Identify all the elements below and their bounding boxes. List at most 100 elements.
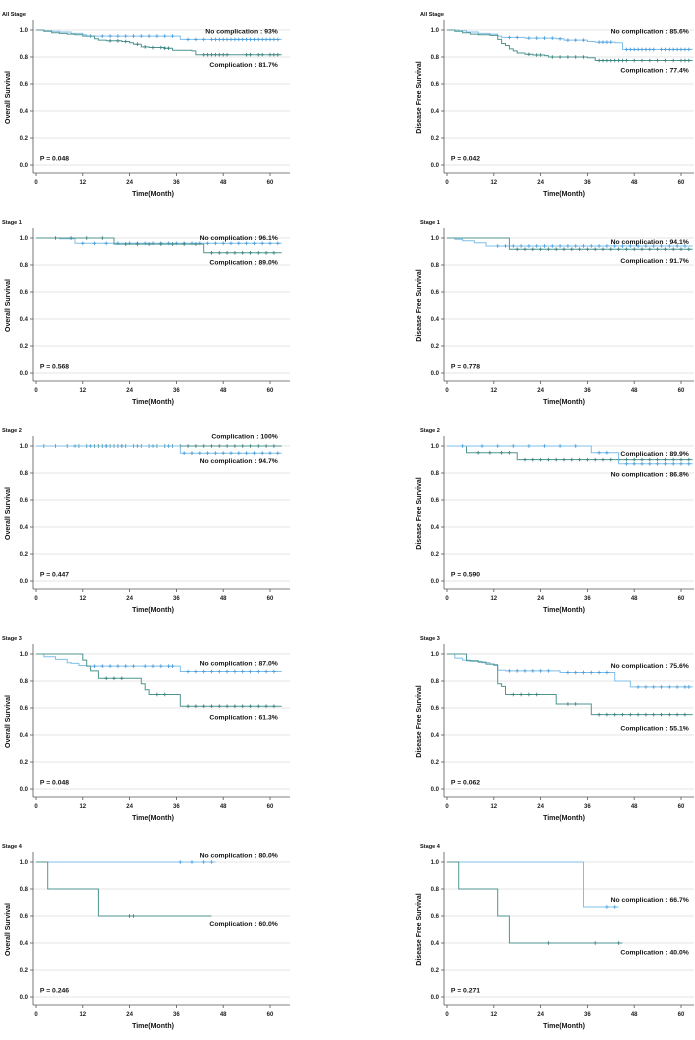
y-axis-label: Disease Free Survival (416, 61, 423, 133)
gridlines (33, 29, 290, 166)
y-tick-label: 0.2 (431, 760, 440, 766)
axes (443, 228, 694, 382)
annotation-no_complication: No complication : 87.0% (200, 660, 278, 667)
x-tick-label: 36 (584, 596, 591, 602)
censor-marks-no_complication (507, 35, 691, 52)
x-tick-label: 36 (584, 1012, 591, 1018)
y-axis-label: Overall Survival (5, 695, 12, 748)
curve-no_complication (36, 445, 282, 454)
x-axis: 0 12 24 36 48 60 (34, 797, 274, 810)
p-value-label: P = 0.062 (451, 779, 480, 786)
y-tick-label: 0.0 (431, 787, 440, 793)
annotation-no_complication: No complication : 94.1% (611, 239, 689, 246)
y-axis-label: Overall Survival (5, 71, 12, 124)
annotation-complication: Complication : 60.0% (209, 921, 277, 928)
censor-marks-no_complication (460, 444, 691, 466)
p-value-label: P = 0.048 (40, 779, 69, 786)
y-tick-label: 0.8 (20, 887, 29, 893)
x-tick-label: 48 (631, 180, 638, 186)
annotation-complication: Complication : 81.7% (209, 62, 277, 69)
y-tick-label: 1.0 (431, 28, 440, 34)
panel-title: All Stage (420, 12, 444, 18)
y-tick-label: 0.6 (20, 82, 29, 88)
x-tick-label: 60 (267, 180, 274, 186)
annotation-no_complication: No complication : 93% (205, 28, 278, 35)
y-axis: 0.0 0.2 0.4 0.6 0.8 1.0 (20, 652, 33, 793)
curve-no_complication (447, 653, 693, 688)
annotation-no_complication: No complication : 85.6% (611, 28, 689, 35)
x-tick-label: 24 (537, 388, 544, 394)
censor-marks-no_complication (73, 444, 280, 455)
x-axis: 0 12 24 36 48 60 (34, 173, 274, 186)
annotation-complication: Complication : 40.0% (620, 949, 688, 956)
axes (32, 644, 290, 798)
x-tick-label: 12 (79, 1012, 86, 1018)
annotation-complication: Complication : 55.1% (620, 725, 688, 732)
y-tick-label: 1.0 (20, 860, 29, 866)
censor-marks-complication (476, 450, 691, 462)
curve-no_complication (447, 445, 693, 465)
x-tick-label: 48 (220, 1012, 227, 1018)
x-tick-label: 48 (220, 388, 227, 394)
x-tick-label: 36 (173, 388, 180, 394)
x-tick-label: 48 (631, 804, 638, 810)
x-tick-label: 0 (445, 180, 449, 186)
km-panel-all-stage-disease-free-survival: 0.0 0.2 0.4 0.6 0.8 1.0 0 12 24 36 48 60 All Stage Di… (416, 12, 694, 198)
p-value-label: P = 0.590 (451, 571, 480, 578)
km-panel-stage-3-disease-free-survival: 0.0 0.2 0.4 0.6 0.8 1.0 0 12 24 36 48 60 Stage 3 Dise… (416, 636, 694, 822)
km-panel-cell-stage-1-overall-survival: 0.0 0.2 0.4 0.6 0.8 1.0 0 12 24 36 48 60 Stage 1 Over… (0, 208, 347, 416)
panel-title: Stage 1 (420, 220, 440, 226)
x-axis: 0 12 24 36 48 60 (34, 1005, 274, 1018)
censor-marks-complication (527, 52, 691, 63)
annotation-complication: Complication : 91.7% (620, 258, 688, 265)
y-tick-label: 0.6 (20, 290, 29, 296)
y-tick-label: 0.8 (431, 471, 440, 477)
curve-no_complication (447, 29, 693, 50)
annotation-no_complication: No complication : 86.8% (611, 471, 689, 478)
y-tick-label: 1.0 (20, 652, 29, 658)
y-tick-label: 0.0 (20, 579, 29, 585)
x-tick-label: 12 (79, 804, 86, 810)
annotation-complication: Complication : 100% (211, 434, 277, 441)
y-tick-label: 0.8 (20, 471, 29, 477)
x-axis: 0 12 24 36 48 60 (445, 173, 685, 186)
x-axis-label: Time(Month) (543, 815, 585, 822)
km-panel-cell-stage-4-disease-free-survival: 0.0 0.2 0.4 0.6 0.8 1.0 0 12 24 36 48 60 Stage 4 Dise… (347, 832, 695, 1040)
y-tick-label: 0.6 (431, 498, 440, 504)
y-tick-label: 0.4 (20, 109, 29, 115)
panel-title: Stage 2 (420, 428, 440, 434)
censor-marks-no_complication (495, 244, 687, 248)
panel-title: Stage 4 (2, 844, 23, 850)
y-tick-label: 0.6 (20, 498, 29, 504)
km-panel-cell-all-stage-overall-survival: 0.0 0.2 0.4 0.6 0.8 1.0 0 12 24 36 48 60 All Stage Ov… (0, 0, 347, 208)
y-axis: 0.0 0.2 0.4 0.6 0.8 1.0 (20, 28, 33, 169)
km-panel-cell-stage-2-disease-free-survival: 0.0 0.2 0.4 0.6 0.8 1.0 0 12 24 36 48 60 Stage 2 Dise… (347, 416, 695, 624)
censor-marks-complication (127, 914, 136, 918)
annotation-no_complication: No complication : 66.7% (611, 897, 689, 904)
x-axis: 0 12 24 36 48 60 (34, 381, 274, 394)
x-axis: 0 12 24 36 48 60 (445, 589, 685, 602)
x-tick-label: 36 (584, 180, 591, 186)
y-axis-label: Overall Survival (5, 487, 12, 540)
x-tick-label: 12 (490, 804, 497, 810)
censor-marks-no_complication (507, 669, 691, 689)
x-tick-label: 48 (220, 180, 227, 186)
y-tick-label: 0.2 (20, 968, 29, 974)
x-tick-label: 36 (173, 1012, 180, 1018)
x-tick-label: 0 (34, 388, 38, 394)
x-tick-label: 12 (79, 596, 86, 602)
x-tick-label: 60 (678, 1012, 685, 1018)
x-axis: 0 12 24 36 48 60 (445, 381, 685, 394)
x-tick-label: 36 (584, 804, 591, 810)
curve-complication (447, 861, 623, 944)
y-tick-label: 0.4 (431, 733, 440, 739)
y-tick-label: 0.4 (431, 525, 440, 531)
x-tick-label: 24 (126, 804, 133, 810)
x-axis-label: Time(Month) (132, 1023, 174, 1030)
km-panel-stage-4-overall-survival: 0.0 0.2 0.4 0.6 0.8 1.0 0 12 24 36 48 60 Stage 4 Over… (2, 844, 290, 1030)
y-tick-label: 0.8 (431, 679, 440, 685)
km-panel-stage-3-overall-survival: 0.0 0.2 0.4 0.6 0.8 1.0 0 12 24 36 48 60 Stage 3 Over… (2, 636, 290, 822)
y-tick-label: 0.0 (20, 371, 29, 377)
curve-no_complication (447, 861, 619, 908)
y-tick-label: 0.2 (431, 968, 440, 974)
